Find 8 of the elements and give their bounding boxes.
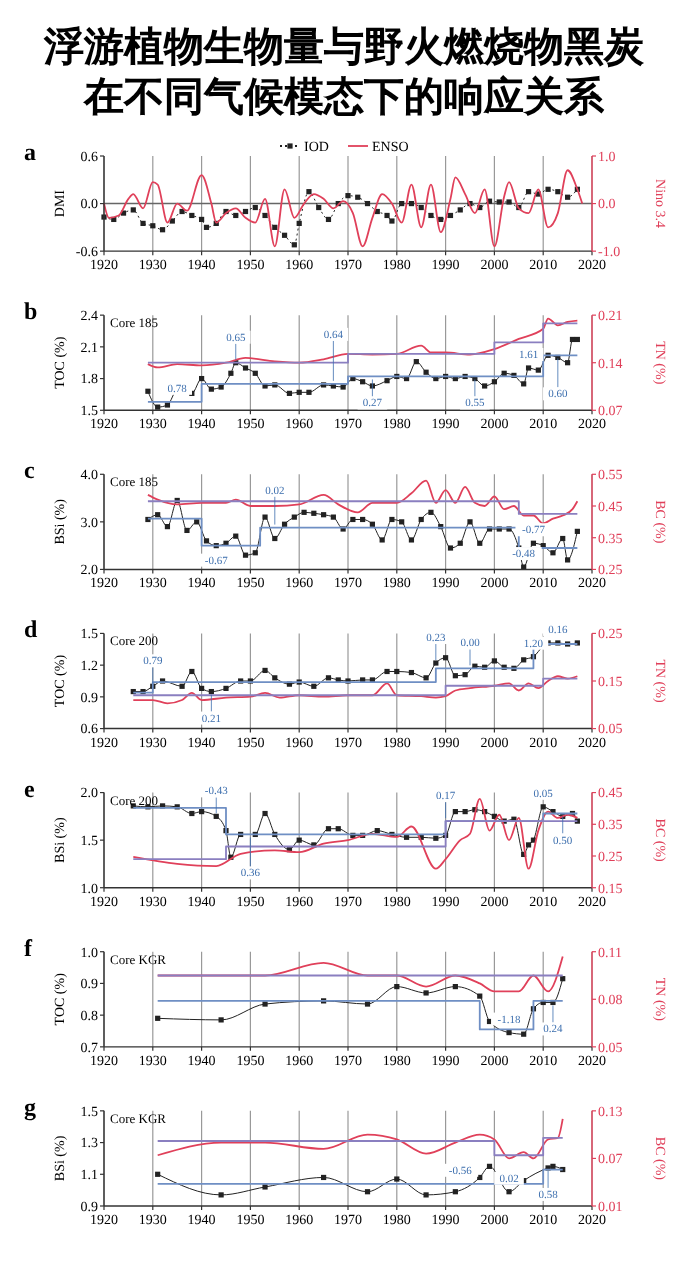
chart-subtitle: g (24, 1092, 36, 1121)
chart-subtitle: b (24, 297, 38, 326)
chart-title: 浮游植物生物量与野火燃烧物黑炭在不同气候模态下的响应关系 (42, 22, 646, 120)
chart-subtitle: e (24, 774, 36, 803)
chart-subtitle: d (24, 615, 38, 644)
chart-subtitle: f (24, 933, 34, 962)
chart-subtitle: c (24, 456, 36, 485)
chart-subtitle: a (24, 138, 36, 166)
